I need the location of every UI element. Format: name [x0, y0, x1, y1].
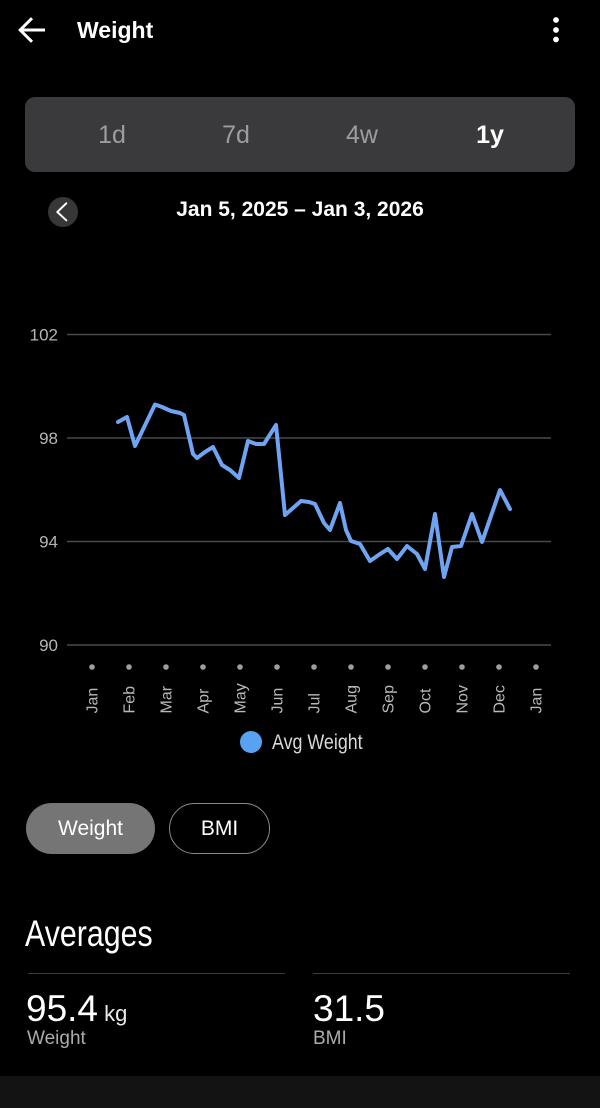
svg-text:90: 90 — [39, 636, 58, 655]
svg-text:Apr: Apr — [196, 688, 213, 714]
svg-text:Mar: Mar — [159, 685, 176, 713]
svg-text:Jan: Jan — [85, 688, 102, 714]
svg-text:Sep: Sep — [381, 685, 398, 714]
svg-text:Aug: Aug — [344, 685, 361, 713]
svg-text:94: 94 — [39, 533, 58, 552]
svg-text:Nov: Nov — [455, 685, 472, 713]
svg-text:98: 98 — [39, 429, 58, 448]
svg-text:Dec: Dec — [492, 685, 509, 713]
svg-text:Jan: Jan — [529, 688, 546, 714]
svg-text:Feb: Feb — [122, 686, 139, 714]
svg-text:Jun: Jun — [270, 688, 287, 714]
svg-text:102: 102 — [30, 326, 58, 345]
svg-text:Oct: Oct — [418, 688, 435, 713]
svg-text:Jul: Jul — [307, 693, 324, 713]
svg-text:May: May — [233, 683, 250, 713]
